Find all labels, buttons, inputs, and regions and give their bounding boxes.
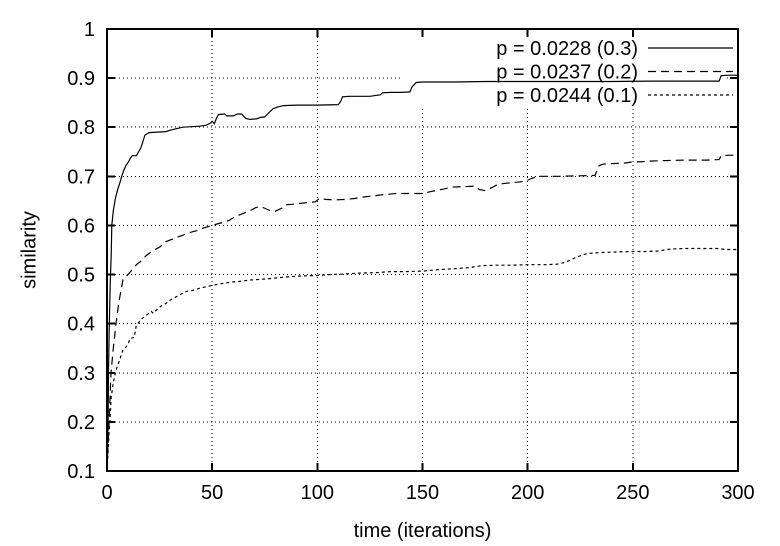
y-tick-label: 0.4 bbox=[67, 314, 95, 336]
x-tick-label: 250 bbox=[616, 482, 649, 504]
x-axis-title: time (iterations) bbox=[353, 520, 492, 542]
y-tick-label: 0.8 bbox=[67, 117, 95, 139]
x-tick-label: 0 bbox=[101, 482, 112, 504]
x-tick-label: 300 bbox=[721, 482, 754, 504]
y-tick-label: 0.7 bbox=[67, 166, 95, 188]
legend-label: p = 0.0237 (0.2) bbox=[496, 62, 638, 84]
legend-label: p = 0.0228 (0.3) bbox=[496, 38, 638, 60]
legend-clear-area bbox=[403, 31, 726, 106]
legend-label: p = 0.0244 (0.1) bbox=[496, 85, 638, 107]
y-tick-label: 0.5 bbox=[67, 265, 95, 287]
x-tick-label: 100 bbox=[301, 482, 334, 504]
x-tick-label: 50 bbox=[201, 482, 223, 504]
series-line-solid bbox=[106, 74, 738, 469]
y-axis-title: similarity bbox=[18, 211, 41, 289]
x-tick-label: 200 bbox=[511, 482, 544, 504]
y-tick-label: 0.3 bbox=[67, 363, 95, 385]
y-tick-label: 1 bbox=[84, 19, 95, 41]
y-tick-label: 0.6 bbox=[67, 215, 95, 237]
series-line-dashed bbox=[106, 154, 738, 469]
y-tick-label: 0.9 bbox=[67, 68, 95, 90]
x-tick-label: 150 bbox=[406, 482, 439, 504]
y-tick-label: 0.2 bbox=[67, 412, 95, 434]
y-tick-label: 0.1 bbox=[67, 461, 95, 483]
